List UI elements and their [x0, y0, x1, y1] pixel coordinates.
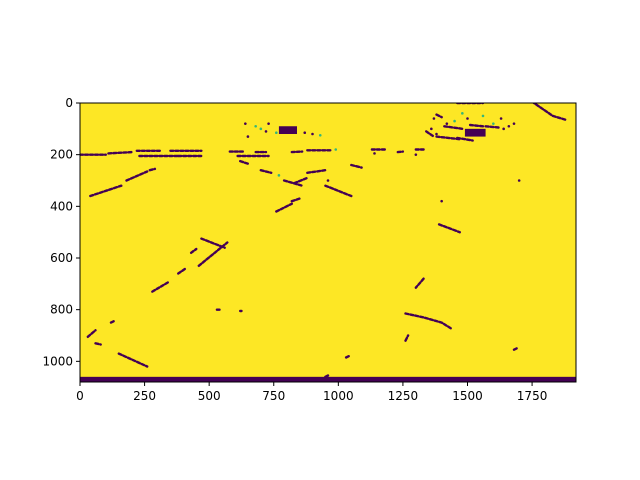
small-mark [373, 152, 376, 155]
x-tick-label: 1000 [323, 389, 354, 403]
small-mark [432, 117, 436, 120]
stroke-mark [293, 176, 309, 185]
small-mark [517, 179, 521, 182]
small-mark [492, 122, 495, 125]
stroke-mark [238, 159, 250, 165]
plot-background [80, 103, 576, 382]
small-mark [453, 119, 456, 123]
stroke-mark [107, 150, 133, 155]
x-tick-label: 1500 [452, 389, 483, 403]
x-tick-label: 750 [262, 389, 285, 403]
stroke-mark [435, 113, 443, 119]
y-tick-label: 0 [65, 96, 73, 110]
y-tick-label: 800 [50, 303, 73, 317]
small-mark [440, 199, 443, 203]
stroke-mark [435, 135, 461, 141]
small-mark [507, 124, 511, 128]
stroke-mark [176, 267, 188, 275]
x-tick-label: 500 [198, 389, 221, 403]
stroke-mark [148, 167, 157, 172]
y-tick-label: 600 [50, 251, 73, 265]
small-mark [311, 132, 314, 136]
small-mark [267, 122, 270, 125]
stroke-mark [324, 374, 330, 378]
stroke-mark [306, 168, 327, 175]
small-mark [512, 122, 516, 125]
small-mark [499, 117, 503, 120]
stroke-mark [151, 281, 170, 293]
x-tick-label: 250 [133, 389, 156, 403]
stroke-mark [282, 179, 304, 187]
x-tick-label: 0 [76, 389, 84, 403]
small-mark [502, 127, 505, 131]
stroke-mark [117, 352, 149, 368]
stroke-mark [189, 247, 198, 255]
stroke-mark [414, 277, 425, 289]
stroke-mark [94, 342, 102, 346]
stroke-mark [344, 355, 350, 359]
small-mark [435, 132, 438, 136]
y-tick-label: 1000 [42, 354, 73, 368]
plot-marks [80, 103, 576, 382]
stroke-mark [109, 320, 115, 324]
stroke-mark [125, 170, 149, 182]
small-mark [430, 127, 433, 131]
stroke-mark [290, 150, 304, 154]
stroke-mark [531, 103, 567, 122]
small-mark [445, 122, 449, 125]
plot-frame [79, 102, 577, 383]
block-mark [464, 128, 486, 137]
stroke-mark [484, 125, 500, 129]
stroke-mark [468, 123, 485, 128]
y-axis: 0 200 400 600 800 1000 [42, 96, 80, 368]
y-tick-label: 200 [50, 148, 73, 162]
small-mark [326, 179, 330, 182]
stroke-mark [324, 184, 353, 198]
small-mark [461, 112, 464, 115]
small-mark [414, 153, 418, 156]
stroke-mark [404, 312, 454, 331]
block-mark [80, 376, 576, 382]
stroke-mark [437, 223, 461, 234]
y-tick-label: 400 [50, 199, 73, 213]
small-mark [303, 131, 307, 135]
small-mark [481, 114, 485, 118]
stroke-mark [512, 347, 518, 351]
stroke-mark [404, 334, 410, 342]
x-tick-label: 1750 [517, 389, 548, 403]
stroke-mark [200, 237, 226, 249]
x-tick-label: 1250 [388, 389, 419, 403]
stroke-mark [443, 125, 464, 131]
small-mark [318, 133, 322, 137]
stroke-mark [350, 163, 363, 169]
small-mark [334, 148, 338, 151]
stroke-mark [396, 150, 405, 154]
small-mark [275, 131, 278, 135]
stroke-mark [89, 184, 123, 198]
block-mark [278, 126, 297, 134]
small-mark [244, 122, 247, 125]
stroke-mark [86, 329, 97, 338]
stroke-mark [259, 168, 273, 175]
stroke-mark [275, 202, 293, 213]
small-mark [259, 127, 263, 131]
small-mark [466, 117, 469, 120]
x-axis: 0 250 500 750 1000 1250 1500 1750 [76, 382, 547, 403]
stroke-mark [290, 197, 301, 203]
stroke-mark [425, 130, 436, 138]
small-mark [246, 135, 250, 138]
small-mark [264, 130, 268, 133]
small-mark [277, 174, 281, 177]
small-mark [254, 124, 257, 128]
